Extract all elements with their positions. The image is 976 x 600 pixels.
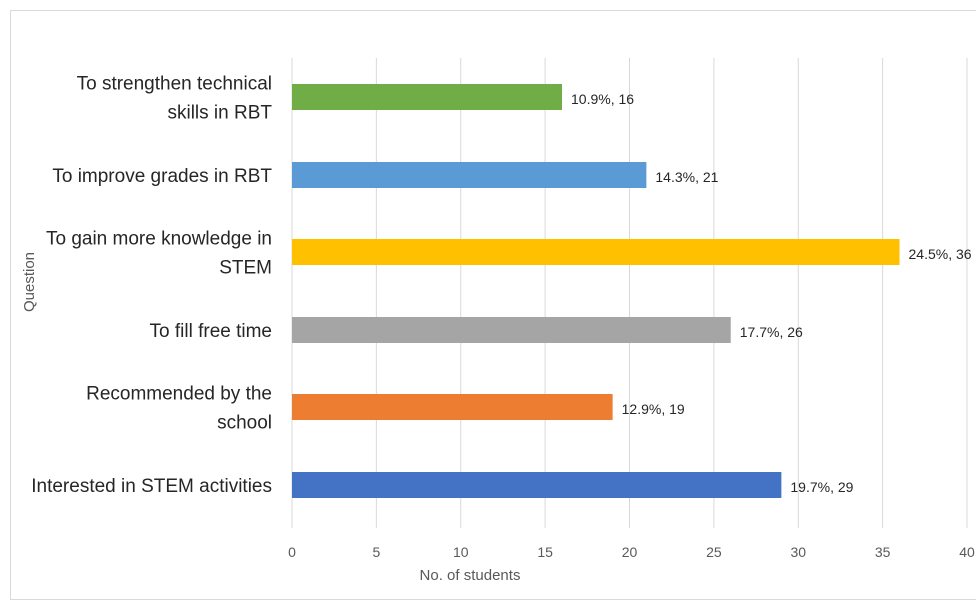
- x-tick-label: 30: [790, 544, 806, 560]
- category-label-line: skills in RBT: [167, 103, 272, 124]
- category-label-line: To gain more knowledge in: [46, 229, 272, 250]
- bar-5: [292, 394, 613, 420]
- bar-3: [292, 239, 900, 265]
- category-label-line: To fill free time: [150, 321, 272, 342]
- data-label: 14.3%, 21: [655, 169, 718, 185]
- bar-chart: To strengthen technical skills in RBT To i…: [21, 58, 975, 583]
- data-label: 24.5%, 36: [909, 246, 972, 262]
- bar-6: [292, 472, 782, 498]
- category-label-line: STEM: [219, 258, 272, 279]
- category-label: To fill free time: [150, 321, 272, 342]
- x-tick-label: 25: [706, 544, 722, 560]
- x-tick-label: 5: [372, 544, 380, 560]
- category-label: Recommended by the school: [86, 384, 272, 434]
- y-axis-title: Question: [21, 252, 38, 312]
- data-label: 12.9%, 19: [622, 401, 685, 417]
- x-tick-label: 0: [288, 544, 296, 560]
- x-tick-labels: 0 5 10 15 20 25 30 35 40: [288, 544, 975, 560]
- data-label: 10.9%, 16: [571, 91, 634, 107]
- x-tick-label: 35: [875, 544, 891, 560]
- x-axis-title: No. of students: [420, 567, 521, 583]
- data-labels: 10.9%, 16 14.3%, 21 24.5%, 36 17.7%, 26 12.9…: [571, 91, 972, 495]
- bars: [292, 84, 900, 498]
- data-label: 17.7%, 26: [740, 324, 803, 340]
- data-label: 19.7%, 29: [790, 479, 853, 495]
- category-label: To strengthen technical skills in RBT: [77, 74, 273, 124]
- x-tick-label: 20: [622, 544, 638, 560]
- category-label-line: To strengthen technical: [77, 74, 272, 95]
- bar-1: [292, 84, 562, 110]
- bar-4: [292, 317, 731, 343]
- category-label-line: school: [217, 413, 272, 434]
- x-tick-label: 15: [537, 544, 553, 560]
- category-label-line: To improve grades in RBT: [52, 166, 272, 187]
- category-label: Interested in STEM activities: [31, 476, 272, 497]
- category-label-line: Interested in STEM activities: [31, 476, 272, 497]
- x-tick-label: 40: [959, 544, 975, 560]
- gridlines: [291, 58, 968, 528]
- category-label: To gain more knowledge in STEM: [46, 229, 272, 279]
- category-label: To improve grades in RBT: [52, 166, 272, 187]
- category-label-line: Recommended by the: [86, 384, 272, 405]
- category-labels: To strengthen technical skills in RBT To i…: [31, 74, 272, 498]
- bar-2: [292, 162, 647, 188]
- x-tick-label: 10: [453, 544, 469, 560]
